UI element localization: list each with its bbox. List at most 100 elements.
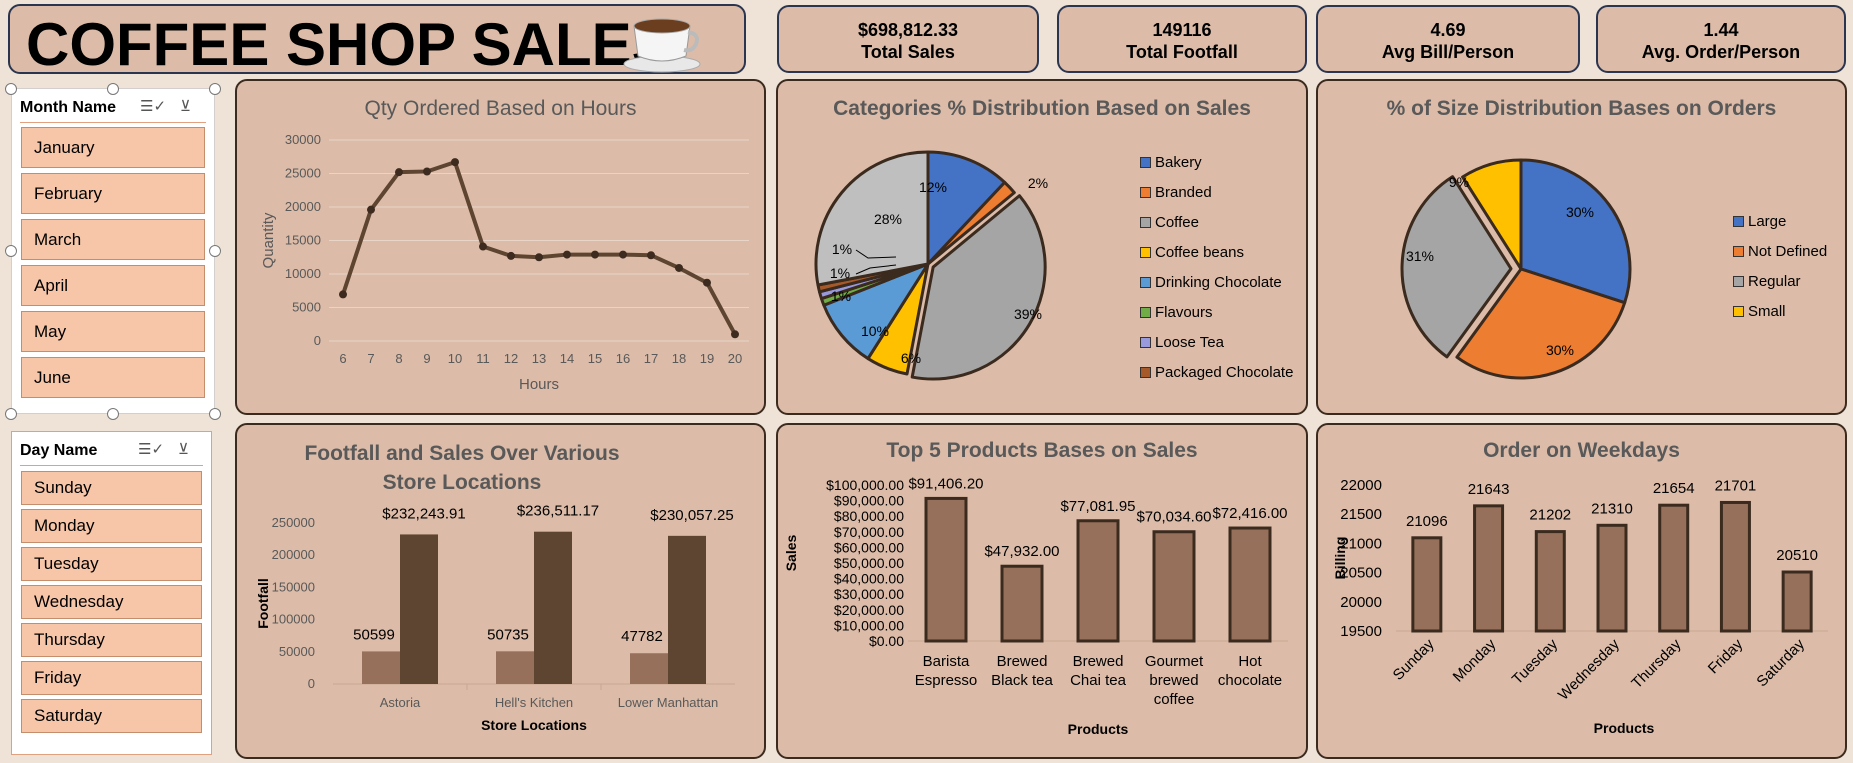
store-locations-chart: Footfall and Sales Over Various Store Lo… (235, 423, 766, 759)
x-tick-label: 9 (423, 351, 430, 366)
x-tick-label: Chai tea (1070, 672, 1127, 689)
x-axis-title: Store Locations (481, 717, 587, 733)
resize-handle[interactable] (209, 83, 221, 95)
y-tick-label: 150000 (272, 579, 315, 594)
category-slice (926, 180, 1016, 266)
resize-handle[interactable] (107, 408, 119, 420)
series-line (341, 160, 737, 336)
y-tick-label: 20000 (285, 199, 321, 214)
legend-entry: Regular (1733, 267, 1827, 297)
x-tick-label: coffee (1154, 691, 1195, 708)
sales-bar (668, 535, 706, 684)
slicer-item-month[interactable]: February (21, 173, 205, 214)
resize-handle[interactable] (209, 408, 221, 420)
kpi-label: Total Sales (861, 42, 955, 62)
title-banner: COFFEE SHOP SALES (8, 4, 746, 78)
clear-filter-icon[interactable]: ⊻ (180, 98, 191, 115)
legend-label: Loose Tea (1155, 334, 1224, 351)
y-tick-label: $40,000.00 (834, 571, 904, 587)
multi-select-icon[interactable]: ☰✓ (140, 98, 167, 115)
resize-handle[interactable] (5, 245, 17, 257)
data-label: 21654 (1653, 480, 1695, 497)
sales-label: $236,511.17 (517, 503, 599, 520)
slicer-item-month[interactable]: April (21, 265, 205, 306)
chart-title: Top 5 Products Bases on Sales (886, 439, 1198, 462)
data-label: $91,406.20 (908, 475, 983, 492)
kpi-value: 149116 (1152, 20, 1212, 40)
slicer-item-day[interactable]: Monday (21, 509, 202, 543)
product-bar (1076, 519, 1120, 643)
data-label: 12% (919, 179, 947, 195)
data-point (591, 250, 599, 259)
resize-handle[interactable] (5, 408, 17, 420)
multi-select-icon[interactable]: ☰✓ (138, 441, 165, 458)
size-pie-svg: 30% 30% 31% 9% (1400, 158, 1632, 380)
day-slicer[interactable]: Day Name ☰✓ ⊻ Sunday Monday Tuesday Wedn… (11, 431, 212, 755)
month-slicer[interactable]: Month Name ☰✓ ⊻ January February March A… (11, 88, 215, 414)
slicer-item-day[interactable]: Sunday (21, 471, 202, 505)
data-label: 20510 (1776, 547, 1818, 564)
x-tick-label: Barista (923, 653, 970, 670)
kpi-label: Total Footfall (1126, 42, 1238, 62)
clear-filter-icon[interactable]: ⊻ (178, 441, 189, 458)
legend-swatch (1140, 217, 1151, 228)
slicer-item-month[interactable]: March (21, 219, 205, 260)
legend-label: Regular (1748, 273, 1801, 290)
size-slice (1461, 158, 1523, 271)
legend-entry: Loose Tea (1140, 328, 1293, 358)
slicer-item-day[interactable]: Saturday (21, 699, 202, 733)
legend-entry: Drinking Chocolate (1140, 268, 1293, 298)
data-point (395, 168, 403, 177)
kpi-value: $698,812.33 (857, 20, 959, 40)
sales-bar (534, 531, 572, 684)
resize-handle[interactable] (107, 83, 119, 95)
y-tick-label: 250000 (272, 515, 315, 530)
y-tick-label: 30000 (285, 132, 321, 147)
footfall-label: 50599 (353, 626, 395, 643)
slicer-item-day[interactable]: Wednesday (21, 585, 202, 619)
data-label: 1% (830, 265, 850, 281)
x-tick-label: Thursday (1628, 635, 1685, 692)
y-axis-title: Sales (783, 534, 799, 571)
legend-entry: Coffee (1140, 208, 1293, 238)
legend-label: Coffee (1155, 214, 1199, 231)
data-label: 28% (874, 211, 902, 227)
y-tick-label: $50,000.00 (834, 555, 904, 571)
data-point (507, 251, 515, 260)
y-tick-label: 22000 (1340, 477, 1382, 494)
slicer-item-day[interactable]: Friday (21, 661, 202, 695)
resize-handle[interactable] (209, 245, 221, 257)
data-point (479, 242, 487, 251)
data-point (619, 250, 627, 259)
data-label: $77,081.95 (1060, 498, 1135, 515)
x-tick-label: 16 (616, 351, 630, 366)
weekday-bar (1534, 530, 1566, 633)
x-tick-label: 8 (395, 351, 402, 366)
legend-swatch (1140, 187, 1151, 198)
x-tick-label: 19 (700, 351, 714, 366)
chart-title: Order on Weekdays (1483, 439, 1680, 462)
legend-label: Large (1748, 213, 1787, 230)
slicer-divider (20, 465, 203, 466)
slicer-item-month[interactable]: June (21, 357, 205, 398)
data-point (339, 290, 347, 299)
legend-label: Flavours (1155, 304, 1213, 321)
y-tick-label: 25000 (285, 166, 321, 181)
slicer-item-day[interactable]: Thursday (21, 623, 202, 657)
y-tick-label: 20500 (1340, 565, 1382, 582)
weekday-bar (1411, 536, 1443, 633)
weekday-bar (1658, 503, 1690, 633)
y-axis-title: Billing (1332, 537, 1348, 580)
resize-handle[interactable] (5, 83, 17, 95)
slicer-item-month[interactable]: January (21, 127, 205, 168)
data-label: 21202 (1529, 507, 1571, 524)
data-label: 2% (1028, 175, 1048, 191)
slicer-item-day[interactable]: Tuesday (21, 547, 202, 581)
sales-bar (400, 534, 438, 684)
size-legend: Large Not Defined Regular Small (1733, 207, 1827, 327)
x-tick-label: 17 (644, 351, 658, 366)
y-axis-title: Footfall (255, 578, 271, 629)
category-pie-svg: 12% 2% 39% 6% 10% 1% 1% 1% 28% (814, 150, 1048, 381)
slicer-item-month[interactable]: May (21, 311, 205, 352)
y-tick-label: $80,000.00 (834, 508, 904, 524)
